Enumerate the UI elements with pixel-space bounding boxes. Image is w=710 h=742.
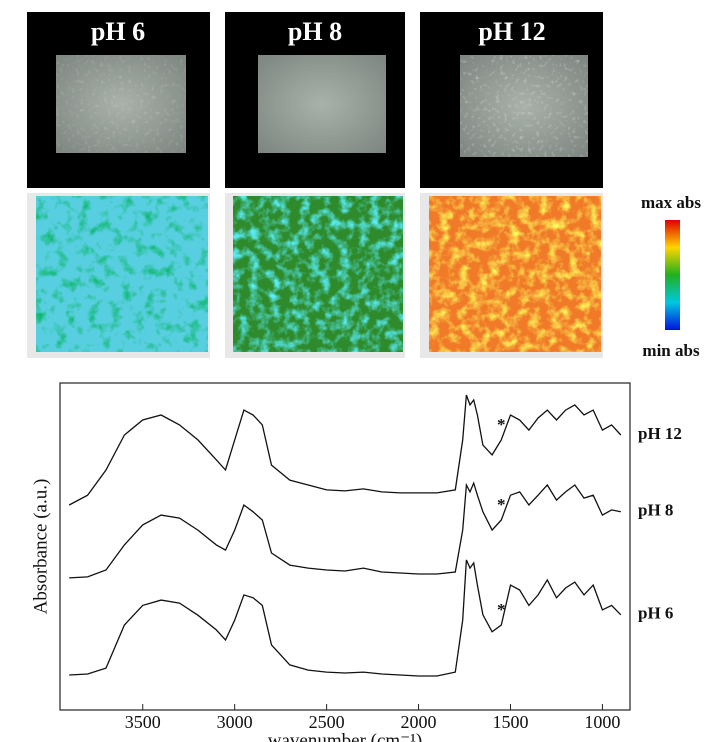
series-label: pH 8 xyxy=(638,501,673,520)
annotation: * xyxy=(497,495,506,514)
x-tick-label: 2000 xyxy=(401,712,437,732)
image-texture xyxy=(460,55,588,157)
image-texture xyxy=(56,55,186,153)
spectrum-line xyxy=(69,481,621,579)
x-axis-label: wavenumber (cm⁻¹) xyxy=(268,730,422,742)
map-texture xyxy=(233,196,403,352)
panel-title: pH 8 xyxy=(288,17,342,46)
map-texture xyxy=(429,196,601,352)
x-tick-label: 1000 xyxy=(584,712,620,732)
x-tick-label: 2500 xyxy=(309,712,345,732)
spectrum-line xyxy=(68,394,622,506)
plot-frame xyxy=(59,382,631,711)
x-tick-label: 1500 xyxy=(492,712,528,732)
spectra-chart: 3500 3000 2500 2000 1500 1000 wavenumber (cm⁻¹… xyxy=(30,382,682,742)
colorbar-max: max abs xyxy=(641,193,701,212)
x-tick-label: 3500 xyxy=(125,712,161,732)
x-tick-label: 3000 xyxy=(217,712,253,732)
optical-images: pH 6 pH 8 pH 12 xyxy=(27,12,603,188)
colorbar-min: min abs xyxy=(642,341,700,360)
colorbar xyxy=(665,220,680,330)
y-axis-label: Absorbance (a.u.) xyxy=(30,479,51,615)
optical-image xyxy=(258,55,386,153)
annotation: * xyxy=(497,415,506,434)
annotation: * xyxy=(497,600,506,619)
panel-title: pH 6 xyxy=(91,17,145,46)
panel-title: pH 12 xyxy=(478,17,545,46)
series-label: pH 6 xyxy=(638,604,673,623)
spectrum-line xyxy=(69,559,622,677)
map-texture xyxy=(36,196,208,352)
series-label: pH 12 xyxy=(638,424,682,443)
chemical-maps: max abs min abs xyxy=(27,193,701,360)
